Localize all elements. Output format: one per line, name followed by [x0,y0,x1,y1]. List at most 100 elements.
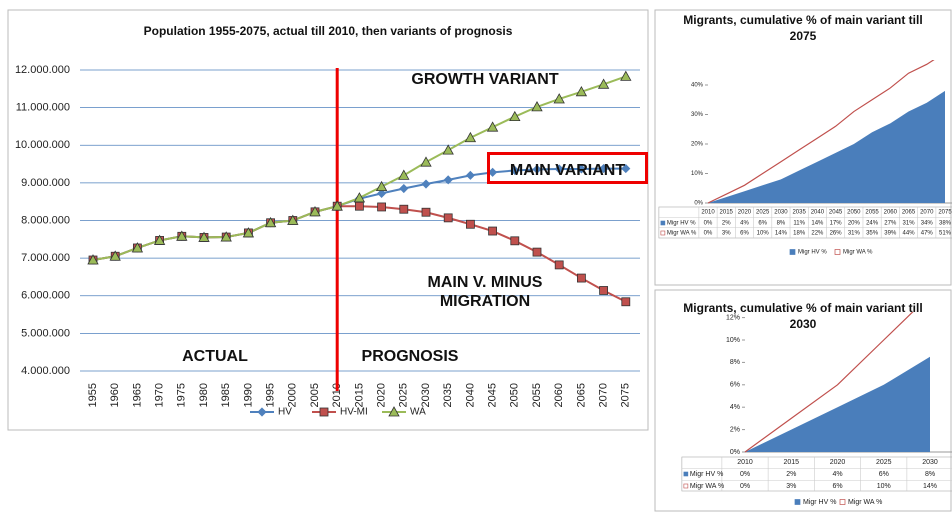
table-cell: 31% [848,231,861,237]
marker [532,164,542,174]
marker [109,250,121,261]
marker [198,231,210,242]
x-tick-label: 2020 [376,383,388,407]
annotation: PROGNOSIS [361,348,459,365]
table-cell: 6% [758,221,767,227]
x-tick-label: 1975 [176,383,188,407]
marker [621,164,631,174]
table-cell: 0% [704,221,713,227]
table-cell: 34% [921,221,934,227]
table [681,456,952,492]
table-cell: 14% [775,231,788,237]
marker [531,101,543,112]
table-cell: 17% [830,221,843,227]
marker [621,297,631,307]
main-panel [7,9,649,431]
x-tick-label: 2075 [620,383,632,407]
y-tick-label: 20% [691,142,704,148]
marker [264,216,277,228]
legend-key [683,483,689,489]
legend-key [789,249,796,255]
marker [257,407,267,417]
marker [331,200,343,211]
marker [399,204,409,214]
marker [443,175,453,185]
table-cell: 11% [793,221,805,227]
area [708,90,945,203]
x-tick-label: 2030 [774,210,788,216]
legend-label: WA [410,407,426,418]
x-tick-label: 2055 [531,383,543,407]
series-line [707,60,935,204]
y-tick-label: 2% [730,426,740,433]
x-tick-label: 2075 [938,210,952,216]
x-tick-label: 2035 [442,383,454,407]
marker [620,70,632,81]
table-cell: 2% [722,221,731,227]
x-tick-label: 2050 [847,210,861,216]
y-tick-label: 4% [730,404,740,411]
marker [377,188,387,198]
marker [377,202,387,212]
y-tick-label: 5.000.000 [21,327,70,339]
marker [510,236,520,246]
legend-label: Migr WA % [848,499,882,506]
y-tick-label: 7.000.000 [21,252,70,264]
table-cell: 26% [830,231,843,237]
table-cell: 8% [777,221,786,227]
table-cell: 10% [877,483,891,490]
x-tick-label: 1980 [198,383,210,407]
x-tick-label: 2045 [829,210,843,216]
legend-key [839,499,846,505]
table-cell: 39% [884,231,897,237]
legend-label: Migr HV % [798,250,827,256]
y-tick-label: 10% [726,337,740,344]
marker [421,207,431,217]
table-cell: 31% [903,221,916,227]
marker [242,227,255,238]
marker [599,164,609,174]
y-tick-label: 11.000.000 [16,102,70,114]
marker [577,273,586,283]
y-tick-label: 0% [730,449,740,456]
table-cell: 2% [786,471,796,478]
table-cell: 0% [704,231,713,237]
y-tick-label: 12.000.000 [15,64,70,76]
y-tick-label: 6% [730,382,740,389]
marker [554,260,564,270]
x-tick-label: 2070 [598,383,610,407]
y-tick-label: 12% [726,314,740,321]
x-tick-label: 2040 [464,383,476,407]
marker [388,406,400,417]
legend-label: Migr HV % [803,499,836,506]
legend-key [660,230,666,236]
x-tick-label: 2065 [902,210,916,216]
marker [220,231,232,242]
x-tick-label: 2015 [353,383,365,407]
row-label: Migr WA % [690,483,724,490]
marker [597,78,610,89]
table-cell: 3% [722,231,731,237]
x-tick-label: 2010 [701,210,715,216]
marker [599,286,608,295]
x-tick-label: 2030 [420,383,432,407]
plot [707,60,945,204]
annotation: MAIN VARIANT [487,152,648,184]
y-tick-label: 40% [691,83,704,89]
table-cell: 24% [866,221,879,227]
legend-key [834,249,841,255]
x-tick-label: 2030 [922,459,938,466]
x-tick-label: 2035 [792,210,806,216]
x-tick-label: 2010 [331,383,343,407]
x-tick-label: 1960 [109,383,121,407]
y-tick-label: 8.000.000 [21,214,70,226]
marker [464,131,477,143]
legend-key [683,471,689,477]
area [745,356,930,452]
marker [465,170,475,180]
marker [176,230,188,241]
table-cell: 8% [925,471,935,478]
table-cell: 6% [832,483,842,490]
y-tick-label: 9.000.000 [21,177,70,189]
